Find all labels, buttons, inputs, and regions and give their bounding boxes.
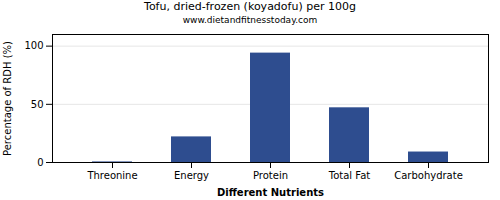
html-text:Tofu, dried-frozen (koyadofu): Tofu, dried-frozen (koyadofu) per 100g [144,0,356,13]
svg-text:Total Fat: Total Fat [328,170,370,181]
svg-text:50: 50 [31,99,44,110]
svg-text:Energy: Energy [174,170,209,181]
svg-text:Different Nutrients: Different Nutrients [217,187,324,198]
svg-text:Carbohydrate: Carbohydrate [394,170,463,181]
html-text:www.dietandfitnesstoday.com: www.dietandfitnesstoday.com [182,15,318,25]
svg-text:Protein: Protein [253,170,288,181]
svg-text:Percentage of RDH (%): Percentage of RDH (%) [2,41,13,156]
svg-text:100: 100 [24,40,43,51]
svg-text:0: 0 [37,157,43,168]
svg-text:Threonine: Threonine [86,170,137,181]
